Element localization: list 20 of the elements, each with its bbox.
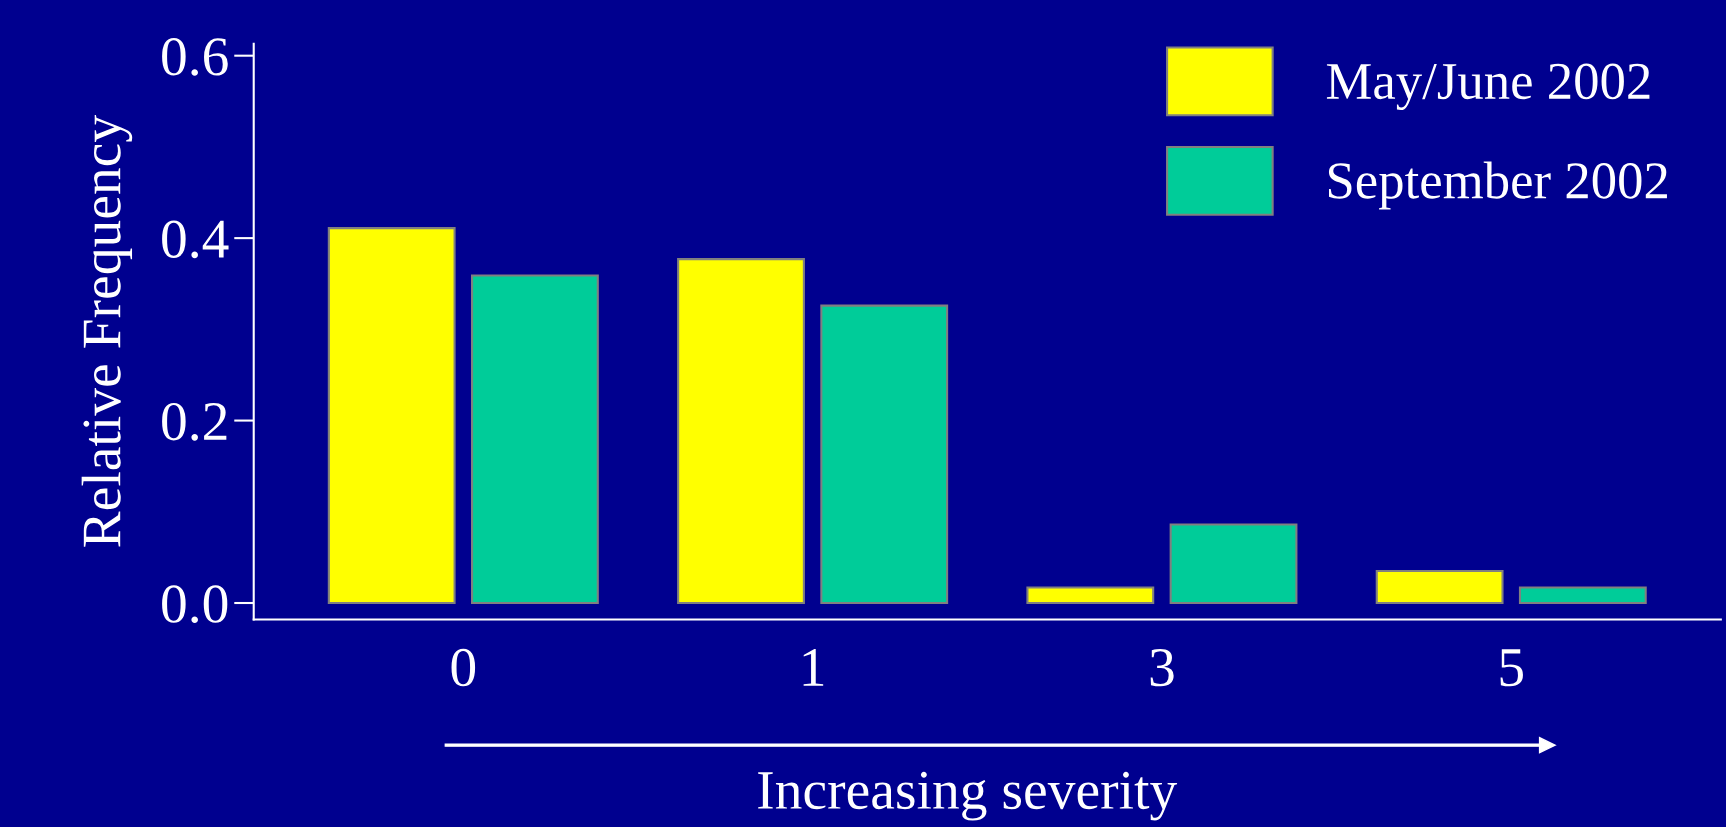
x-tick-label: 5 [1500, 649, 1523, 687]
y-tick-label: 0.6 [162, 38, 228, 76]
bar [820, 304, 949, 605]
bar [1375, 570, 1504, 605]
x-axis-title: Increasing severity [758, 771, 1178, 821]
bar [471, 274, 599, 605]
y-tick-label: 0.0 [162, 585, 228, 624]
bar [1026, 586, 1155, 605]
y-tick-label: 0.4 [162, 220, 229, 259]
legend-label: September 2002 [1328, 161, 1667, 210]
legend-label: May/June 2002 [1326, 63, 1650, 111]
x-tick-label: 0 [451, 648, 476, 687]
y-axis-title: Relative Frequency [81, 115, 133, 547]
x-tick-label: 1 [803, 649, 824, 686]
bar [1169, 523, 1298, 605]
bar [1518, 586, 1647, 605]
bar [677, 258, 805, 605]
y-tick-label: 0.2 [162, 402, 227, 441]
bar [327, 227, 456, 605]
x-tick-label: 3 [1150, 648, 1174, 687]
